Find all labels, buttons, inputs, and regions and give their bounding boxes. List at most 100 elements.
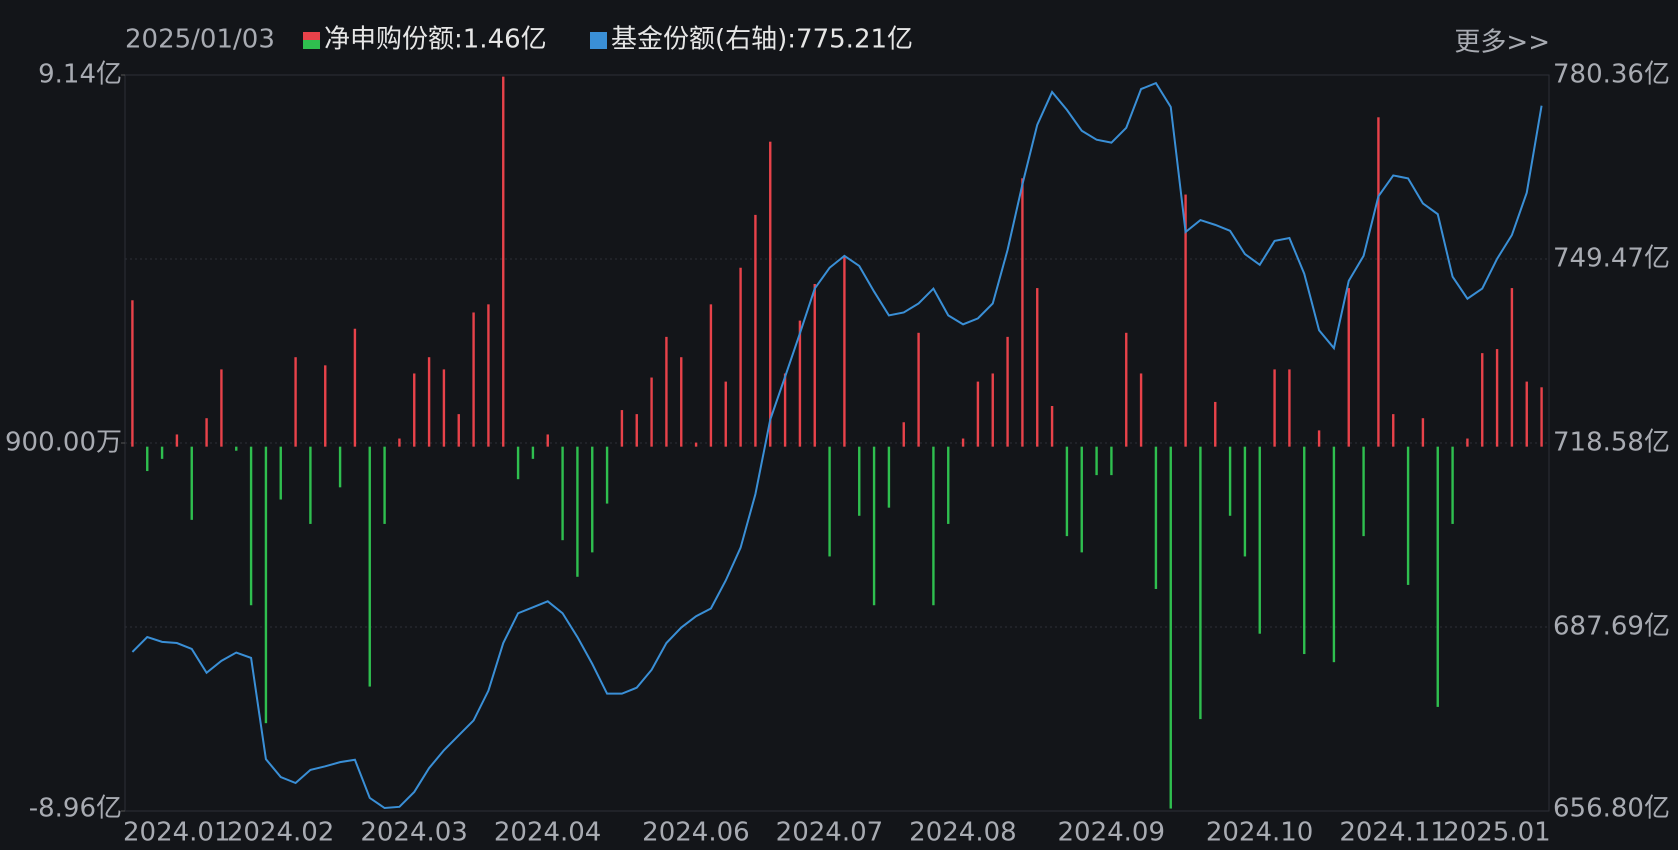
bar bbox=[1540, 387, 1543, 447]
bar bbox=[1525, 381, 1528, 447]
bar bbox=[220, 369, 223, 447]
bar bbox=[694, 442, 698, 447]
bar bbox=[1317, 430, 1321, 447]
bar bbox=[368, 446, 371, 687]
bar bbox=[680, 357, 683, 447]
bar bbox=[1406, 446, 1410, 585]
bar bbox=[1228, 446, 1232, 516]
bar bbox=[1273, 369, 1276, 447]
y-tick-label: -8.96亿 bbox=[29, 794, 122, 824]
bar bbox=[591, 446, 594, 553]
bar bbox=[561, 446, 564, 541]
bar bbox=[487, 304, 490, 447]
x-tick-label: 2024.07 bbox=[776, 818, 884, 848]
bar bbox=[1347, 288, 1350, 447]
bar bbox=[932, 446, 935, 606]
bar bbox=[309, 446, 312, 524]
bar bbox=[1510, 288, 1514, 447]
y2-tick-label: 780.36亿 bbox=[1553, 60, 1670, 90]
bar bbox=[413, 373, 416, 447]
bar bbox=[1154, 446, 1158, 589]
bar bbox=[324, 365, 327, 447]
bar bbox=[1303, 446, 1306, 655]
bar bbox=[1065, 446, 1069, 537]
bar bbox=[160, 446, 164, 459]
bar bbox=[887, 446, 891, 508]
bar bbox=[724, 381, 727, 447]
bar bbox=[1466, 438, 1469, 447]
bar bbox=[1036, 288, 1039, 447]
bar bbox=[383, 446, 386, 524]
bar bbox=[1243, 446, 1247, 557]
bar bbox=[1288, 369, 1291, 447]
x-tick-label: 2024.09 bbox=[1058, 818, 1166, 848]
legend-swatch-down bbox=[303, 40, 320, 49]
bar bbox=[828, 446, 831, 557]
bar bbox=[531, 446, 535, 459]
bar bbox=[798, 320, 802, 447]
bar bbox=[353, 328, 357, 447]
x-tick-label: 2024.06 bbox=[642, 818, 750, 848]
bar bbox=[1495, 349, 1499, 447]
bar bbox=[1421, 418, 1425, 447]
bar bbox=[635, 414, 638, 447]
bar bbox=[665, 336, 668, 447]
bar bbox=[1199, 446, 1202, 720]
bar bbox=[754, 214, 757, 447]
bar bbox=[235, 446, 238, 451]
y2-tick-label: 656.80亿 bbox=[1553, 794, 1670, 824]
bar bbox=[739, 267, 742, 447]
y2-tick-label: 687.69亿 bbox=[1553, 612, 1670, 642]
bar bbox=[1481, 353, 1484, 447]
bar bbox=[190, 446, 193, 520]
legend-entry: 基金份额(右轴):775.21亿 bbox=[611, 25, 913, 55]
bar bbox=[249, 446, 253, 606]
more-link[interactable]: 更多>> bbox=[1454, 28, 1550, 58]
legend-entry: 净申购份额:1.46亿 bbox=[324, 25, 547, 55]
bar bbox=[131, 300, 134, 447]
bar bbox=[457, 414, 460, 447]
bar bbox=[961, 438, 965, 447]
bar bbox=[650, 377, 653, 447]
x-tick-label: 2024.11 bbox=[1339, 818, 1447, 848]
bar bbox=[398, 438, 401, 447]
bar bbox=[620, 410, 624, 447]
bar bbox=[783, 373, 787, 447]
bar bbox=[709, 304, 713, 447]
bar bbox=[1332, 446, 1336, 663]
bar bbox=[1110, 446, 1113, 476]
x-tick-label: 2024.10 bbox=[1206, 818, 1314, 848]
bar bbox=[1258, 446, 1261, 634]
y2-tick-label: 718.58亿 bbox=[1553, 428, 1670, 458]
x-tick-label: 2024.02 bbox=[227, 818, 335, 848]
y-tick-label: 9.14亿 bbox=[38, 60, 122, 90]
bar bbox=[1184, 194, 1187, 447]
bar bbox=[902, 422, 905, 447]
bar bbox=[813, 284, 816, 447]
bar bbox=[472, 312, 475, 447]
bar bbox=[991, 373, 994, 447]
bar bbox=[294, 357, 297, 447]
legend-swatch-up bbox=[303, 32, 320, 40]
bar bbox=[1169, 446, 1172, 809]
bar bbox=[146, 446, 149, 472]
bar bbox=[1021, 178, 1024, 447]
x-tick-label: 2024.01 bbox=[123, 818, 231, 848]
bar bbox=[576, 446, 579, 577]
bar bbox=[1050, 405, 1054, 447]
bar bbox=[947, 446, 950, 524]
bar bbox=[516, 446, 520, 480]
bar bbox=[858, 446, 861, 516]
bar bbox=[769, 141, 772, 447]
bar bbox=[1377, 117, 1380, 447]
bar bbox=[546, 434, 549, 447]
share-line bbox=[131, 81, 1543, 810]
bar bbox=[502, 76, 505, 447]
bar bbox=[264, 446, 268, 724]
bar bbox=[175, 434, 179, 447]
bar bbox=[976, 381, 980, 447]
bar bbox=[442, 369, 446, 447]
bar bbox=[1392, 414, 1395, 447]
x-tick-label: 2024.04 bbox=[494, 818, 602, 848]
